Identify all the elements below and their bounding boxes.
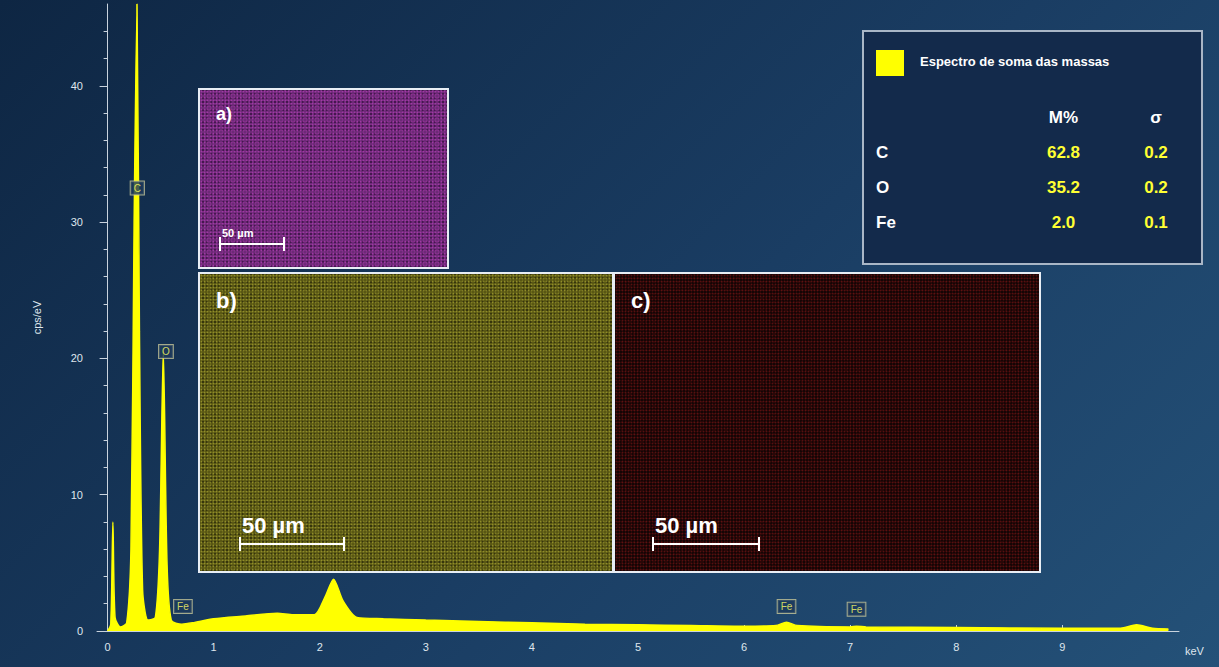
svg-text:Fe: Fe [177,601,189,612]
svg-text:1: 1 [211,641,217,653]
html-text:O: O [876,177,890,197]
html-text:0.2: 0.2 [1144,142,1168,162]
html-text:Fe: Fe [876,212,896,232]
svg-text:cps/eV: cps/eV [31,300,43,334]
svg-text:Fe: Fe [781,601,793,612]
svg-text:4: 4 [529,641,535,653]
html-text:C: C [876,142,889,162]
svg-text:0: 0 [105,641,111,653]
svg-text:C: C [134,183,141,194]
svg-text:5: 5 [635,641,641,653]
svg-text:keV: keV [1185,645,1205,657]
svg-text:0: 0 [77,625,83,637]
html-text:50 µm: 50 µm [222,227,254,239]
svg-text:7: 7 [847,641,853,653]
html-text:0.1: 0.1 [1144,212,1168,232]
html-text:2.0: 2.0 [1051,212,1076,232]
html-text:35.2: 35.2 [1047,177,1080,197]
svg-text:6: 6 [741,641,747,653]
svg-text:Fe: Fe [851,604,863,615]
html-text:a): a) [216,104,232,124]
svg-text:2: 2 [317,641,323,653]
html-text:50 µm: 50 µm [242,513,305,538]
svg-text:8: 8 [953,641,959,653]
html-text:b): b) [216,288,237,313]
html-text:c): c) [631,288,651,313]
html-text:Espectro de soma das massas: Espectro de soma das massas [920,54,1110,69]
html-text:50 µm: 50 µm [655,513,718,538]
svg-text:O: O [162,346,170,357]
svg-text:20: 20 [71,352,83,364]
svg-text:10: 10 [71,489,83,501]
html-text:62.8: 62.8 [1047,142,1080,162]
svg-text:40: 40 [71,80,83,92]
svg-text:9: 9 [1059,641,1065,653]
html-text:σ: σ [1150,107,1162,127]
html-text:M%: M% [1048,107,1079,127]
svg-text:30: 30 [71,216,83,228]
svg-text:3: 3 [423,641,429,653]
html-text:0.2: 0.2 [1144,177,1168,197]
